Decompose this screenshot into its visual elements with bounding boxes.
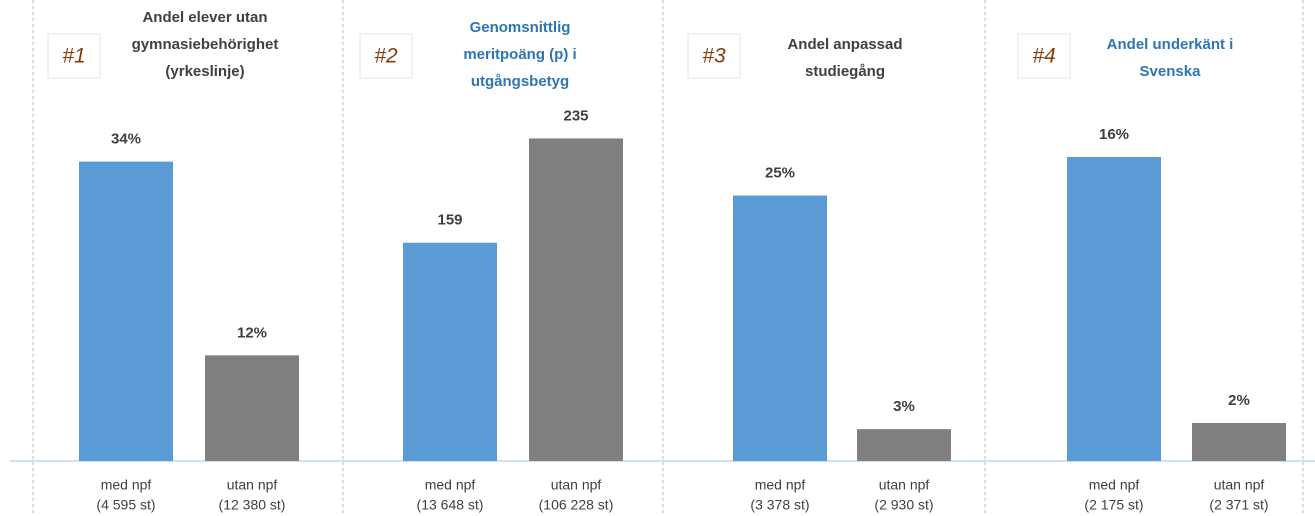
panel-title: Genomsnittlig [470, 19, 571, 36]
panel-number: #2 [374, 45, 398, 68]
category-label: utan npf [1214, 477, 1265, 493]
bar [529, 138, 623, 461]
value-label: 25% [765, 165, 795, 182]
value-label: 34% [111, 131, 141, 148]
category-label: (2 175 st) [1084, 497, 1143, 513]
category-label: utan npf [879, 477, 930, 493]
category-label: utan npf [227, 477, 278, 493]
panel-title: utgångsbetyg [471, 73, 569, 90]
bar [857, 429, 951, 461]
panel-title: Svenska [1140, 63, 1202, 80]
panel-number: #3 [702, 45, 726, 68]
value-label: 159 [437, 212, 462, 229]
panel-title: meritpoäng (p) i [463, 46, 576, 63]
category-label: (106 228 st) [539, 497, 614, 513]
value-label: 235 [563, 107, 588, 124]
category-label: med npf [425, 477, 476, 493]
bar [1192, 423, 1286, 461]
category-label: utan npf [551, 477, 602, 493]
bar [79, 161, 173, 461]
panel-title: (yrkeslinje) [165, 63, 244, 80]
panel-number: #1 [62, 45, 85, 68]
number-box [47, 33, 101, 79]
bar [1067, 157, 1161, 461]
category-label: (4 595 st) [96, 497, 155, 513]
value-label: 3% [893, 398, 915, 415]
category-label: med npf [101, 477, 152, 493]
panel-title: Andel elever utan [142, 9, 267, 26]
category-label: med npf [755, 477, 806, 493]
category-label: med npf [1089, 477, 1140, 493]
number-box [1017, 33, 1071, 79]
number-box [687, 33, 741, 79]
number-box [359, 33, 413, 79]
panel-title: Andel anpassad [787, 36, 902, 53]
category-label: (2 371 st) [1209, 497, 1268, 513]
panel-number: #4 [1032, 45, 1055, 68]
value-label: 2% [1228, 392, 1250, 409]
bar [733, 195, 827, 461]
bar [403, 242, 497, 461]
category-label: (12 380 st) [219, 497, 286, 513]
panel-title: studiegång [805, 63, 885, 80]
category-label: (13 648 st) [417, 497, 484, 513]
panel-title: gymnasiebehörighet [132, 36, 279, 53]
panel-title: Andel underkänt i [1107, 36, 1234, 53]
category-label: (3 378 st) [750, 497, 809, 513]
category-label: (2 930 st) [874, 497, 933, 513]
bar [205, 355, 299, 461]
value-label: 12% [237, 324, 267, 341]
value-label: 16% [1099, 126, 1129, 143]
